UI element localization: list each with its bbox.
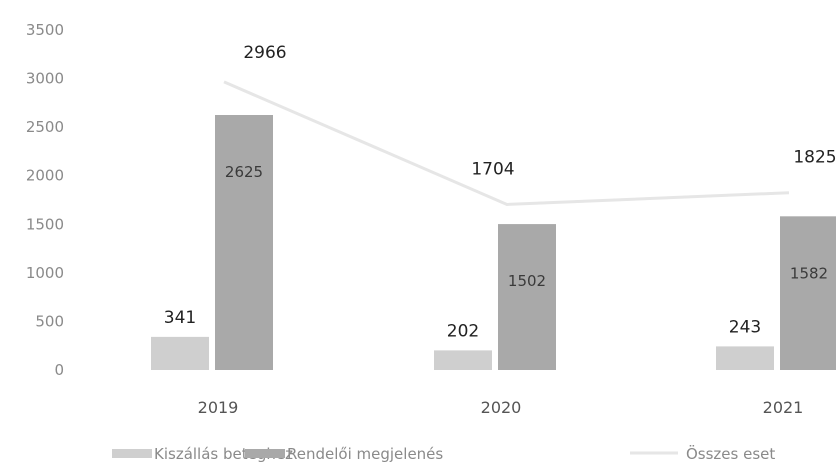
data-label: 1825 <box>793 148 836 168</box>
legend-swatch <box>245 449 285 458</box>
bar <box>434 350 492 370</box>
y-tick-label: 2500 <box>26 118 64 136</box>
data-label: 202 <box>447 321 479 341</box>
data-label: 2625 <box>225 163 263 181</box>
data-label: 341 <box>164 308 196 328</box>
data-label: 1704 <box>471 159 514 179</box>
y-tick-label: 1500 <box>26 215 64 233</box>
x-tick-label: 2020 <box>481 398 522 417</box>
y-tick-label: 2000 <box>26 167 64 185</box>
bar <box>716 346 774 370</box>
legend-label: Összes eset <box>686 444 775 463</box>
x-tick-label: 2021 <box>763 398 804 417</box>
x-tick-label: 2019 <box>198 398 239 417</box>
y-axis: 0 500 1000 1500 2000 2500 3000 3500 <box>26 21 64 379</box>
y-tick-label: 3500 <box>26 21 64 39</box>
line-series <box>223 80 790 206</box>
data-label: 243 <box>729 317 761 337</box>
total-line <box>223 80 790 206</box>
bars <box>151 115 836 370</box>
data-label: 1502 <box>508 272 546 290</box>
x-axis: 2019 2020 2021 <box>198 398 804 417</box>
y-tick-label: 3000 <box>26 70 64 88</box>
y-tick-label: 500 <box>35 312 64 330</box>
y-tick-label: 1000 <box>26 264 64 282</box>
y-tick-label: 0 <box>54 361 64 379</box>
data-labels: 341 202 243 2625 1502 1582 2966 1704 1825 <box>164 43 836 342</box>
bar <box>780 216 836 370</box>
legend-swatch <box>112 449 152 458</box>
bar <box>498 224 556 370</box>
bar <box>215 115 273 370</box>
data-label: 1582 <box>790 264 828 282</box>
legend-label: Rendelői megjelenés <box>287 445 443 463</box>
bar <box>151 336 209 370</box>
data-label: 2966 <box>243 43 286 63</box>
